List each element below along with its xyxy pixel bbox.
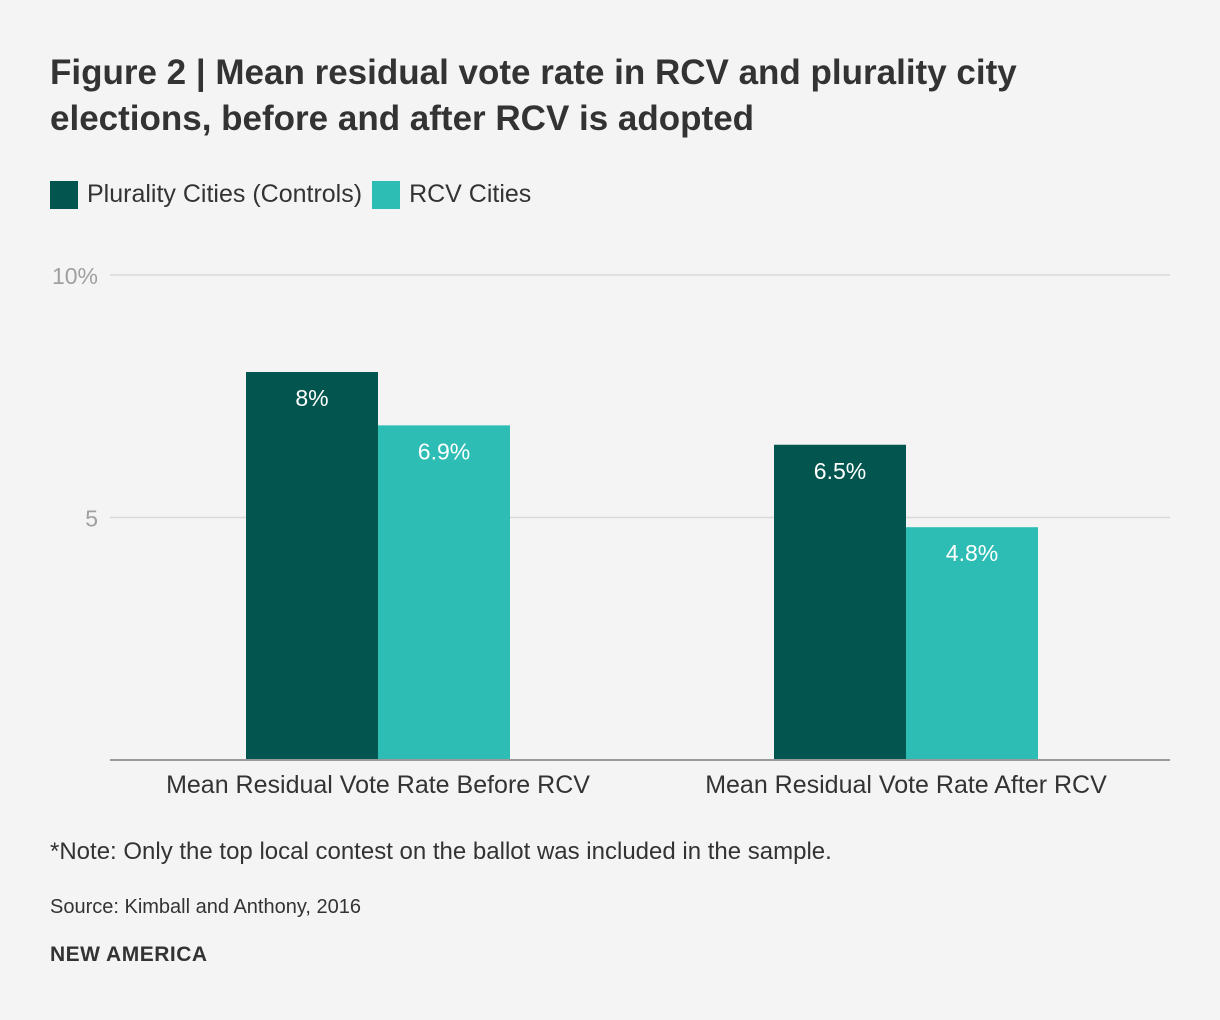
legend-label-rcv: RCV Cities: [409, 180, 532, 208]
bar: [906, 527, 1038, 760]
source-text: Source: Kimball and Anthony, 2016: [50, 896, 361, 918]
bar-value-label: 6.9%: [418, 438, 470, 464]
legend-item-plurality: Plurality Cities (Controls): [50, 180, 362, 209]
y-tick-label: 10%: [52, 263, 98, 289]
bar: [774, 444, 906, 760]
legend: Plurality Cities (Controls) RCV Cities: [50, 180, 541, 209]
bar-value-label: 8%: [295, 385, 328, 411]
y-tick-label: 5: [85, 506, 98, 532]
x-tick-label: Mean Residual Vote Rate Before RCV: [166, 771, 590, 799]
chart-title: Figure 2 | Mean residual vote rate in RC…: [50, 53, 1017, 138]
legend-swatch-plurality: [50, 180, 78, 209]
x-tick-label: Mean Residual Vote Rate After RCV: [705, 771, 1107, 799]
legend-label-plurality: Plurality Cities (Controls): [87, 180, 363, 208]
bar-value-label: 4.8%: [946, 540, 998, 566]
bar: [378, 425, 510, 760]
legend-item-rcv: RCV Cities: [372, 180, 531, 209]
footnote: *Note: Only the top local contest on the…: [50, 838, 832, 865]
bar-chart: 10% 5 8% 6.9% Mean Residual Vote Rate Before…: [52, 263, 1170, 799]
brand-logo: NEW AMERICA: [50, 943, 208, 966]
legend-swatch-rcv: [372, 180, 401, 209]
bar-value-label: 6.5%: [814, 458, 866, 484]
bar: [246, 372, 378, 760]
